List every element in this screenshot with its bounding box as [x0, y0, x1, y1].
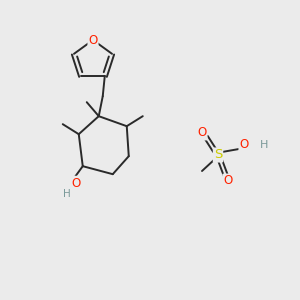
Text: O: O [88, 34, 98, 46]
Text: O: O [224, 175, 232, 188]
Text: S: S [214, 148, 222, 161]
Text: H: H [63, 189, 70, 199]
Text: O: O [71, 177, 80, 190]
Text: H: H [260, 140, 268, 150]
Text: O: O [197, 127, 207, 140]
Text: O: O [239, 139, 249, 152]
